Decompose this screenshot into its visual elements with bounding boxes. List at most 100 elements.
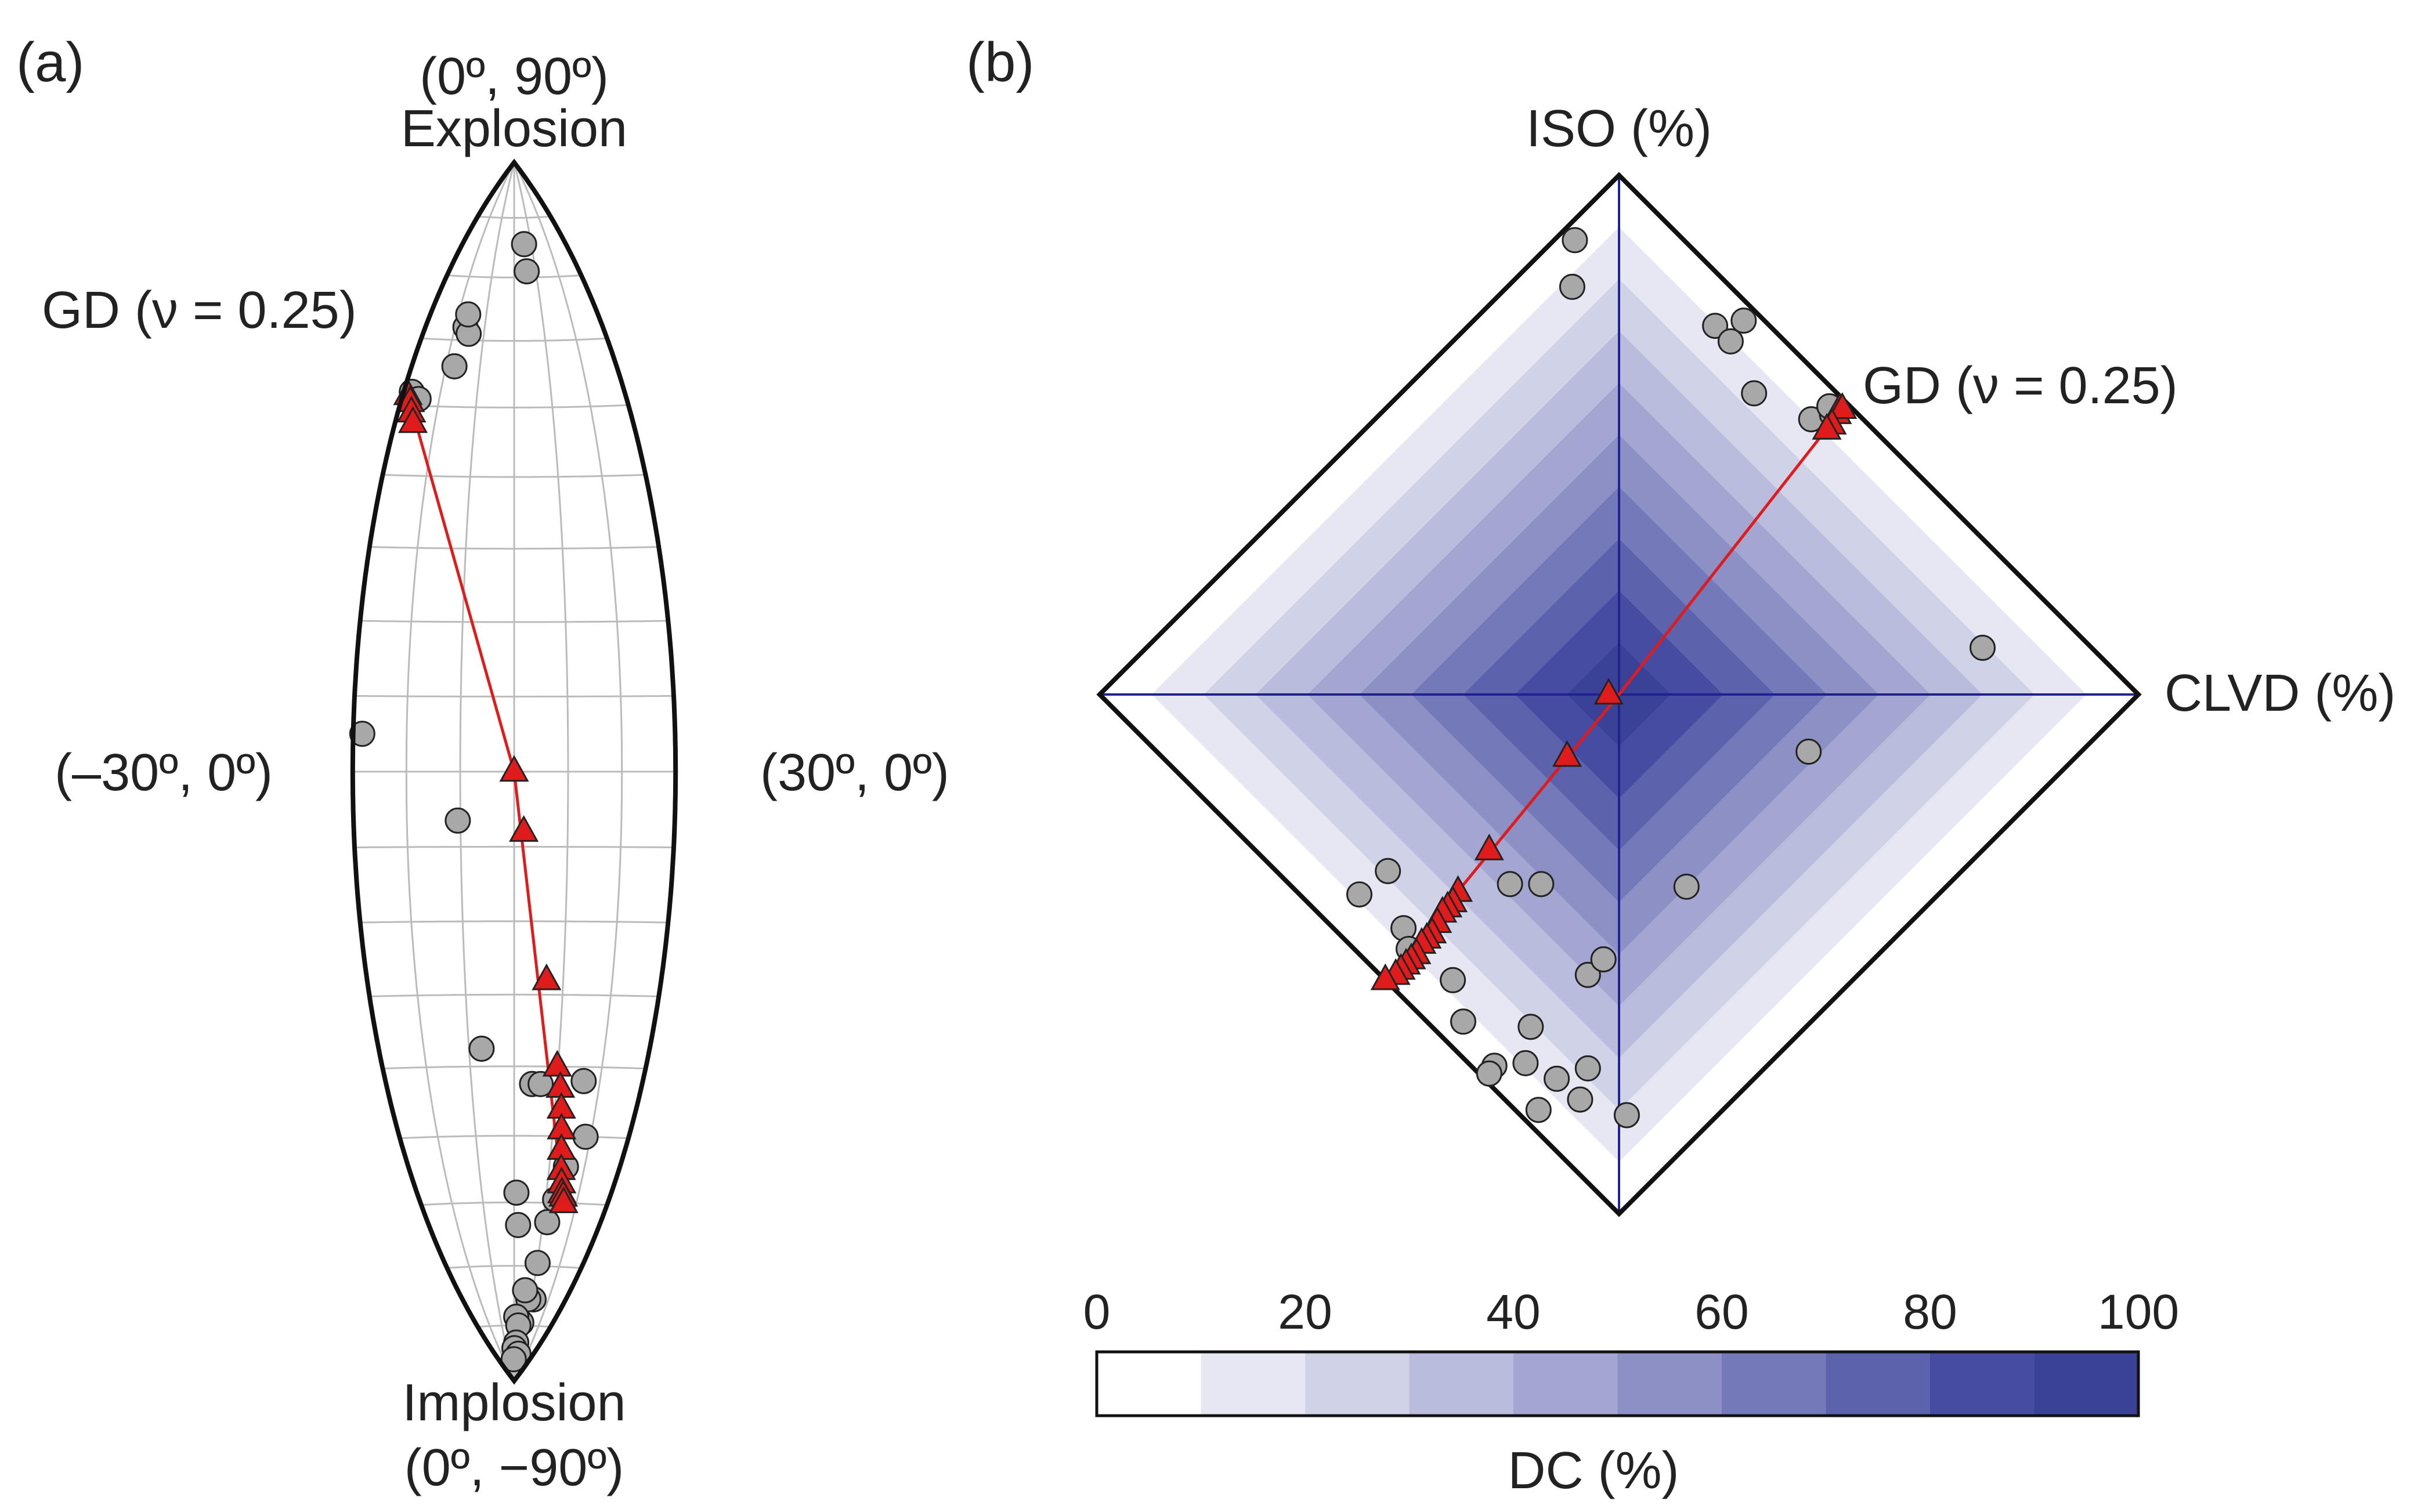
lune-data-circle bbox=[524, 1250, 551, 1276]
colorbar-cell bbox=[1722, 1352, 1827, 1416]
diamond-data-circle bbox=[1567, 1086, 1593, 1113]
diamond-data-circle bbox=[1528, 871, 1555, 898]
lune-data-circle bbox=[468, 1036, 495, 1062]
right-coordinate-label: (30º, 0º) bbox=[760, 744, 949, 802]
colorbar-cell bbox=[1305, 1352, 1410, 1416]
lune-data-circle bbox=[500, 1346, 527, 1373]
lune-data-circle bbox=[572, 1123, 599, 1150]
diamond-data-circle bbox=[1559, 273, 1585, 300]
diamond-circle-markers bbox=[1346, 227, 1996, 1128]
lune-data-triangle bbox=[509, 815, 539, 842]
lune-outline bbox=[350, 158, 678, 1385]
colorbar-cell bbox=[1930, 1352, 2035, 1416]
lune-data-circle bbox=[349, 721, 375, 747]
diamond-data-triangle bbox=[1370, 963, 1400, 990]
lune-data-circle bbox=[503, 1180, 530, 1206]
diamond-data-circle bbox=[1730, 308, 1757, 334]
lune-data-triangle bbox=[532, 963, 562, 990]
diamond-data-circle bbox=[1375, 858, 1401, 884]
lune-data-triangle bbox=[499, 755, 529, 782]
panel-a-label: (a) bbox=[16, 31, 84, 93]
explosion-label: Explosion bbox=[401, 100, 627, 158]
diamond-data-circle bbox=[1544, 1065, 1570, 1092]
colorbar-tick-label: 40 bbox=[1486, 1285, 1540, 1339]
colorbar-cell bbox=[1097, 1352, 1202, 1416]
dc-colorbar: 0 20 40 60 80 100 DC (%) bbox=[1083, 1285, 2179, 1500]
diamond-data-circle bbox=[1525, 1097, 1552, 1123]
diamond-data-circle bbox=[1590, 946, 1617, 972]
lune-data-circle bbox=[534, 1209, 561, 1235]
diamond-data-circle bbox=[1346, 881, 1372, 908]
diamond-data-circle bbox=[1574, 961, 1601, 988]
lune-data-circle bbox=[441, 353, 468, 379]
diamond-data-circle bbox=[1741, 380, 1768, 407]
panel-a-lune-plot: (a) (0º, 90º) Explosion GD (ν = 0.25) (–… bbox=[16, 31, 949, 1497]
diamond-data-circle bbox=[1517, 1014, 1544, 1040]
colorbar-tick-label: 0 bbox=[1083, 1285, 1111, 1339]
diamond-data-circle bbox=[1562, 227, 1588, 254]
panel-b-diamond-plot: (b) ISO (%) CLVD (%) GD (ν = 0.25) 0 20 40… bbox=[966, 31, 2395, 1500]
parallel-gridline bbox=[369, 546, 659, 550]
lune-data-circle bbox=[455, 301, 482, 328]
left-coordinate-label: (–30º, 0º) bbox=[55, 744, 273, 802]
explosion-coordinate-label: (0º, 90º) bbox=[420, 48, 609, 106]
gd-label-b: GD (ν = 0.25) bbox=[1863, 357, 2178, 415]
colorbar-tick-label: 80 bbox=[1903, 1285, 1957, 1339]
lune-data-triangle bbox=[548, 1186, 579, 1213]
diamond-data-circle bbox=[1574, 1055, 1601, 1081]
lune-data-circle bbox=[445, 807, 471, 834]
parallel-gridline bbox=[421, 337, 608, 342]
diamond-data-circle bbox=[1702, 313, 1729, 339]
colorbar-cell bbox=[2034, 1352, 2139, 1416]
diamond-data-triangle bbox=[1827, 392, 1858, 419]
parallel-gridline bbox=[447, 1265, 581, 1269]
colorbar-frame bbox=[1095, 1350, 2140, 1417]
diamond-data-circle bbox=[1613, 1102, 1640, 1128]
lune-data-triangle bbox=[542, 1050, 572, 1077]
diamond-data-triangle bbox=[1812, 413, 1842, 440]
parallel-gridline bbox=[447, 274, 581, 278]
lune-data-triangle bbox=[398, 406, 428, 433]
gd-label-a: GD (ν = 0.25) bbox=[42, 281, 357, 339]
colorbar-cell bbox=[1513, 1352, 1618, 1416]
diamond-data-circle bbox=[1440, 967, 1466, 993]
panel-b-label: (b) bbox=[966, 31, 1034, 93]
parallel-gridline bbox=[360, 920, 669, 924]
colorbar-cells bbox=[1097, 1352, 2139, 1416]
colorbar-cell bbox=[1201, 1352, 1306, 1416]
diamond-data-circle bbox=[1970, 635, 1996, 661]
parallel-gridline bbox=[400, 404, 628, 408]
colorbar-tick-label: 100 bbox=[2098, 1285, 2179, 1339]
colorbar-tick-label: 60 bbox=[1694, 1285, 1748, 1339]
colorbar-cell bbox=[1617, 1352, 1722, 1416]
diamond-data-triangle bbox=[1474, 833, 1504, 860]
parallel-gridline bbox=[382, 473, 646, 478]
implosion-coordinate-label: (0º, −90º) bbox=[404, 1439, 624, 1497]
lune-data-circle bbox=[514, 258, 540, 285]
lune-data-circle bbox=[505, 1211, 532, 1238]
parallel-gridline bbox=[360, 620, 669, 623]
parallel-gridline bbox=[355, 695, 674, 698]
diamond-data-circle bbox=[1512, 1050, 1539, 1076]
diamond-data-circle bbox=[1450, 1008, 1476, 1035]
lune-data-circle bbox=[511, 231, 537, 258]
diamond-data-circle bbox=[1476, 1060, 1502, 1087]
iso-axis-label: ISO (%) bbox=[1526, 100, 1712, 158]
diamond-data-circle bbox=[1673, 873, 1700, 900]
colorbar-tick-label: 20 bbox=[1278, 1285, 1332, 1339]
parallel-gridline bbox=[369, 993, 659, 997]
colorbar-cell bbox=[1826, 1352, 1931, 1416]
colorbar-label: DC (%) bbox=[1508, 1442, 1679, 1500]
diamond-outline bbox=[1096, 172, 2142, 1217]
parallel-gridline bbox=[382, 1065, 646, 1070]
diamond-data-triangle bbox=[1552, 740, 1582, 767]
diamond-data-circle bbox=[1795, 739, 1822, 765]
parallel-gridline bbox=[478, 215, 551, 219]
diamond-data-circle bbox=[1717, 328, 1744, 355]
lune-circle-markers bbox=[349, 231, 599, 1373]
diamond-triangle-markers bbox=[1370, 392, 1858, 990]
clvd-axis-label: CLVD (%) bbox=[2165, 664, 2395, 722]
lune-data-circle bbox=[512, 1277, 539, 1304]
colorbar-cell bbox=[1409, 1352, 1514, 1416]
